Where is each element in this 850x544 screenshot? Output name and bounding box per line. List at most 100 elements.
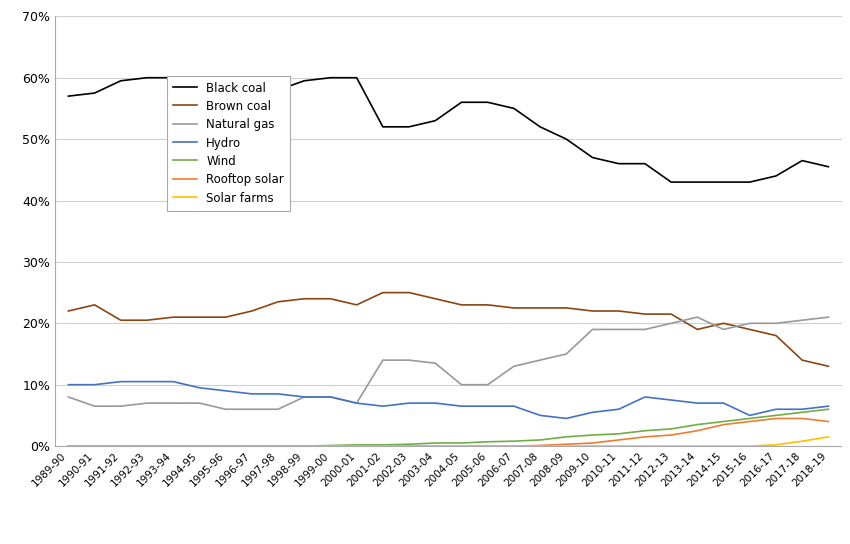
Hydro	[824, 403, 834, 410]
Hydro	[168, 379, 178, 385]
Wind	[168, 443, 178, 449]
Natural gas	[587, 326, 598, 333]
Rooftop solar	[824, 418, 834, 425]
Natural gas	[561, 351, 571, 357]
Hydro	[614, 406, 624, 412]
Brown coal	[273, 299, 283, 305]
Brown coal	[89, 301, 99, 308]
Wind	[771, 412, 781, 419]
Brown coal	[430, 295, 440, 302]
Solar farms	[326, 443, 336, 449]
Hydro	[561, 415, 571, 422]
Rooftop solar	[587, 440, 598, 446]
Wind	[456, 440, 467, 446]
Natural gas	[771, 320, 781, 326]
Natural gas	[483, 381, 493, 388]
Natural gas	[352, 400, 362, 406]
Brown coal	[718, 320, 728, 326]
Brown coal	[797, 357, 808, 363]
Brown coal	[63, 308, 73, 314]
Hydro	[509, 403, 519, 410]
Rooftop solar	[326, 443, 336, 449]
Black coal	[614, 160, 624, 167]
Line: Black coal: Black coal	[68, 78, 829, 182]
Solar farms	[220, 443, 230, 449]
Brown coal	[246, 308, 257, 314]
Hydro	[483, 403, 493, 410]
Black coal	[483, 99, 493, 106]
Solar farms	[797, 438, 808, 444]
Hydro	[116, 379, 126, 385]
Solar farms	[561, 443, 571, 449]
Natural gas	[116, 403, 126, 410]
Natural gas	[718, 326, 728, 333]
Natural gas	[535, 357, 545, 363]
Wind	[299, 443, 309, 449]
Brown coal	[824, 363, 834, 369]
Black coal	[89, 90, 99, 96]
Solar farms	[246, 443, 257, 449]
Hydro	[326, 394, 336, 400]
Black coal	[273, 86, 283, 93]
Rooftop solar	[246, 443, 257, 449]
Rooftop solar	[666, 432, 677, 438]
Hydro	[666, 397, 677, 403]
Black coal	[352, 75, 362, 81]
Brown coal	[640, 311, 650, 317]
Black coal	[456, 99, 467, 106]
Solar farms	[771, 442, 781, 448]
Black coal	[430, 118, 440, 124]
Black coal	[220, 78, 230, 84]
Brown coal	[483, 301, 493, 308]
Black coal	[745, 179, 755, 186]
Wind	[116, 443, 126, 449]
Natural gas	[195, 400, 205, 406]
Wind	[246, 443, 257, 449]
Hydro	[404, 400, 414, 406]
Natural gas	[220, 406, 230, 412]
Rooftop solar	[142, 443, 152, 449]
Rooftop solar	[168, 443, 178, 449]
Black coal	[824, 163, 834, 170]
Hydro	[640, 394, 650, 400]
Wind	[483, 438, 493, 445]
Wind	[561, 434, 571, 440]
Natural gas	[640, 326, 650, 333]
Black coal	[246, 81, 257, 87]
Rooftop solar	[89, 443, 99, 449]
Solar farms	[404, 443, 414, 449]
Hydro	[273, 391, 283, 397]
Wind	[824, 406, 834, 412]
Wind	[89, 443, 99, 449]
Brown coal	[535, 305, 545, 311]
Brown coal	[771, 332, 781, 339]
Natural gas	[614, 326, 624, 333]
Hydro	[797, 406, 808, 412]
Brown coal	[666, 311, 677, 317]
Rooftop solar	[718, 422, 728, 428]
Wind	[404, 441, 414, 448]
Natural gas	[797, 317, 808, 324]
Solar farms	[273, 443, 283, 449]
Solar farms	[587, 443, 598, 449]
Black coal	[326, 75, 336, 81]
Brown coal	[299, 295, 309, 302]
Brown coal	[326, 295, 336, 302]
Solar farms	[666, 443, 677, 449]
Solar farms	[745, 443, 755, 449]
Brown coal	[168, 314, 178, 320]
Natural gas	[273, 406, 283, 412]
Solar farms	[63, 443, 73, 449]
Rooftop solar	[692, 428, 702, 434]
Black coal	[142, 75, 152, 81]
Natural gas	[745, 320, 755, 326]
Wind	[352, 442, 362, 448]
Legend: Black coal, Brown coal, Natural gas, Hydro, Wind, Rooftop solar, Solar farms: Black coal, Brown coal, Natural gas, Hyd…	[167, 76, 290, 211]
Wind	[797, 409, 808, 416]
Black coal	[116, 78, 126, 84]
Black coal	[718, 179, 728, 186]
Line: Rooftop solar: Rooftop solar	[68, 418, 829, 446]
Hydro	[220, 387, 230, 394]
Wind	[195, 443, 205, 449]
Brown coal	[142, 317, 152, 324]
